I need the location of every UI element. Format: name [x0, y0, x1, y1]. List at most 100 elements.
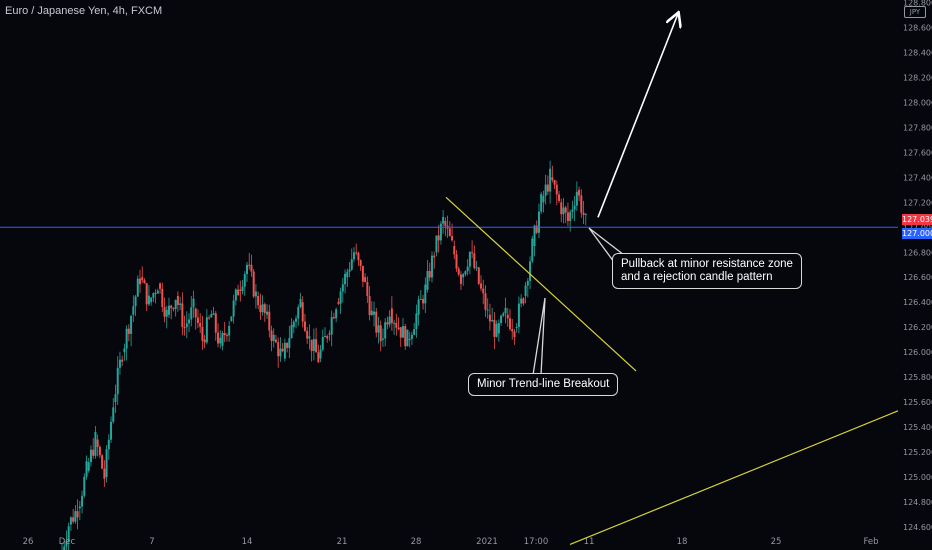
y-tick-label: 125.600 — [903, 398, 932, 407]
candle-body — [259, 305, 262, 313]
candle-body — [408, 338, 411, 340]
candle-body — [145, 283, 148, 305]
candle-body — [379, 325, 382, 342]
candle-body — [417, 299, 420, 315]
candle-body — [286, 342, 289, 348]
candle-body — [344, 273, 347, 285]
y-tick-label: 127.800 — [903, 123, 932, 132]
candle-body — [96, 439, 99, 447]
candle-body — [413, 329, 416, 335]
x-tick-label: 7 — [149, 537, 154, 547]
candle-body — [230, 316, 233, 321]
x-tick-label: 2021 — [476, 537, 498, 547]
candle-body — [299, 299, 302, 308]
candle-body — [491, 319, 494, 322]
candle-body — [335, 309, 338, 319]
minor-trendline[interactable] — [445, 196, 637, 372]
candle-body — [74, 511, 77, 522]
candle-body — [268, 311, 271, 331]
candle-body — [471, 252, 474, 254]
y-tick-label: 128.600 — [903, 23, 932, 32]
candle-body — [136, 278, 139, 297]
candle-body — [544, 184, 547, 196]
candle-body — [422, 298, 425, 304]
candle-body — [150, 297, 153, 303]
candle-body — [203, 339, 206, 343]
candle-body — [315, 339, 318, 353]
candle-body — [103, 468, 106, 479]
candle-body — [500, 315, 503, 324]
candles-group — [61, 160, 587, 550]
candle-body — [257, 295, 260, 306]
candle-body — [364, 277, 367, 283]
pullback-annotation-line-2: and a rejection candle pattern — [621, 271, 773, 283]
candle-body — [152, 293, 155, 298]
candle-body — [139, 278, 142, 285]
candle-body — [130, 315, 133, 334]
candle-body — [480, 283, 483, 289]
candle-body — [292, 321, 295, 328]
candle-body — [482, 288, 485, 294]
candle-body — [366, 282, 369, 297]
candle-body — [143, 280, 146, 284]
candle-body — [69, 517, 72, 525]
pullback-annotation[interactable]: Pullback at minor resistance zone and a … — [612, 253, 802, 289]
candle-body — [384, 322, 387, 339]
candle-body — [185, 323, 188, 328]
candle-body — [270, 330, 273, 341]
candle-body — [459, 274, 462, 284]
candle-body — [346, 271, 349, 278]
candle-body — [495, 323, 498, 337]
candle-body — [578, 189, 581, 196]
y-tick-label: 126.800 — [903, 248, 932, 257]
candle-body — [114, 394, 117, 403]
candle-body — [397, 327, 400, 330]
candle-body — [428, 271, 431, 278]
candle-body — [330, 317, 333, 335]
projection-arrow[interactable] — [597, 14, 678, 218]
x-tick-label: 28 — [411, 537, 422, 547]
candle-body — [252, 271, 255, 297]
candle-body — [161, 288, 164, 307]
candle-body — [464, 271, 467, 275]
x-tick-label: 21 — [337, 537, 348, 547]
candle-body — [558, 194, 561, 201]
candle-body — [78, 506, 81, 509]
candle-body — [453, 246, 456, 255]
candle-body — [190, 307, 193, 320]
candle-body — [328, 333, 331, 335]
candle-body — [540, 193, 543, 212]
candle-body — [134, 296, 137, 307]
candle-body — [352, 252, 355, 260]
currency-badge[interactable]: JPY — [904, 6, 926, 18]
major-trendline[interactable] — [569, 410, 899, 546]
candle-body — [208, 317, 211, 319]
candle-body — [451, 236, 454, 241]
candle-body — [508, 318, 511, 330]
candle-body — [121, 359, 124, 362]
candle-body — [370, 310, 373, 315]
candle-body — [308, 336, 311, 339]
candle-body — [261, 304, 264, 313]
candle-body — [67, 526, 70, 542]
candle-body — [529, 261, 532, 281]
candle-body — [444, 221, 447, 227]
y-tick-label: 127.000 — [903, 223, 932, 232]
candle-body — [85, 461, 88, 477]
breakout-annotation[interactable]: Minor Trend-line Breakout — [468, 373, 619, 396]
candle-body — [234, 289, 237, 301]
candle-body — [424, 284, 427, 304]
candle-body — [245, 264, 248, 275]
candle-body — [194, 308, 197, 318]
candle-body — [386, 322, 389, 325]
candle-body — [288, 338, 291, 348]
y-tick-label: 128.000 — [903, 98, 932, 107]
y-tick-label: 124.800 — [903, 498, 932, 507]
candle-body — [116, 367, 119, 395]
candle-body — [112, 407, 115, 422]
candle-body — [87, 462, 90, 471]
candle-body — [192, 298, 195, 308]
chart-title: Euro / Japanese Yen, 4h, FXCM — [5, 5, 163, 17]
candle-body — [241, 286, 244, 291]
